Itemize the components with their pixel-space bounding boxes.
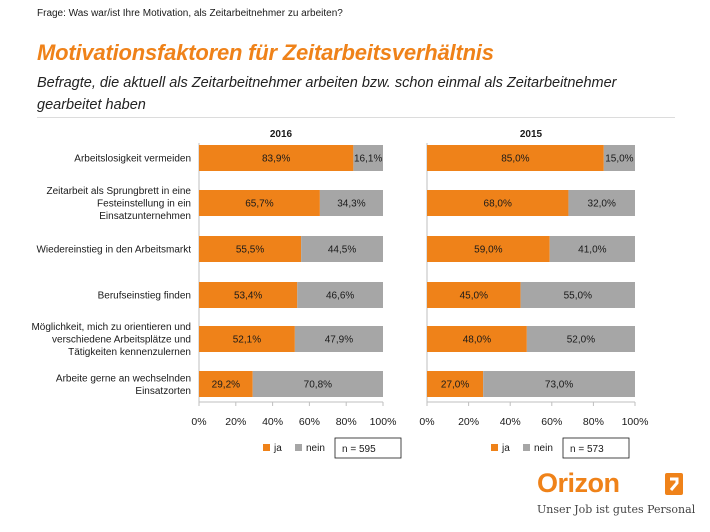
bar-ja [427,236,550,262]
data-label-ja: 83,9% [262,154,290,165]
legend-swatch-ja [491,444,498,451]
category-label: Arbeite gerne an wechselnden [56,373,191,384]
x-tick-label: 100% [370,416,397,428]
category-label: verschiedene Arbeitsplätze und [52,335,191,346]
sample-size-label: n = 573 [570,444,604,455]
bar-ja [427,282,521,308]
x-tick-label: 60% [541,416,562,428]
bar-ja [427,371,484,397]
x-tick-label: 80% [583,416,604,428]
bar-nein [297,282,383,308]
x-tick-label: 0% [419,416,434,428]
category-label: Wiedereinstieg in den Arbeitsmarkt [36,245,191,256]
bar-nein [526,326,635,352]
bar-ja [199,145,354,171]
sample-size-box [334,437,402,459]
category-label: Einsatzorten [135,386,191,397]
data-label-nein: 32,0% [588,199,616,210]
logo-tagline: Unser Job ist gutes Personal [537,503,696,516]
data-label-ja: 53,4% [234,291,262,302]
sample-size-box [562,437,630,459]
page-title: Motivationsfaktoren für Zeitarbeitsverhä… [37,40,494,65]
data-label-ja: 55,5% [236,245,264,256]
data-label-ja: 48,0% [463,335,491,346]
legend-swatch-nein [523,444,530,451]
x-tick-label: 40% [262,416,283,428]
orizon-logo: Orizon Unser Job ist gutes Personal [537,468,695,524]
x-tick-label: 80% [336,416,357,428]
data-label-nein: 15,0% [605,154,633,165]
bar-ja [199,236,302,262]
data-label-nein: 44,5% [328,245,356,256]
data-label-ja: 85,0% [501,154,529,165]
legend-label-nein: nein [306,443,325,454]
legend-swatch-nein [295,444,302,451]
bar-nein [568,190,635,216]
bar-ja [427,190,569,216]
bar-ja [199,282,298,308]
legend-label-ja: ja [501,443,510,454]
x-tick-label: 20% [225,416,246,428]
data-label-nein: 46,6% [326,291,354,302]
x-tick-label: 60% [299,416,320,428]
data-label-ja: 59,0% [474,245,502,256]
bar-nein [319,190,383,216]
header-divider [37,117,675,118]
data-label-ja: 68,0% [484,199,512,210]
bar-ja [199,326,295,352]
legend-label-nein: nein [534,443,553,454]
category-label: Einsatzunternehmen [99,211,191,222]
x-tick-label: 100% [622,416,649,428]
data-label-nein: 16,1% [354,154,382,165]
data-label-nein: 70,8% [304,380,332,391]
category-label: Berufseinstieg finden [98,291,191,302]
bar-nein [252,371,383,397]
category-label: Tätigkeiten kennenzulernen [68,347,191,358]
legend-label-ja: ja [273,443,282,454]
panel-title: 2015 [520,129,543,140]
panel-title: 2016 [270,129,293,140]
bar-ja [427,145,604,171]
data-label-nein: 41,0% [578,245,606,256]
bar-nein [483,371,635,397]
bar-nein [603,145,635,171]
survey-question: Frage: Was war/ist Ihre Motivation, als … [37,8,343,19]
data-label-nein: 52,0% [567,335,595,346]
x-tick-label: 40% [500,416,521,428]
sample-size-label: n = 595 [342,444,376,455]
data-label-nein: 47,9% [325,335,353,346]
legend-swatch-ja [263,444,270,451]
bar-nein [520,282,635,308]
category-label: Möglichkeit, mich zu orientieren und [31,322,191,333]
bar-ja [199,190,320,216]
x-tick-label: 20% [458,416,479,428]
bar-nein [294,326,383,352]
data-label-ja: 65,7% [245,199,273,210]
bar-nein [353,145,383,171]
bar-nein [301,236,383,262]
page-subtitle: Befragte, die aktuell als Zeitarbeitnehm… [37,75,617,113]
data-label-nein: 55,0% [564,291,592,302]
bar-ja [427,326,527,352]
data-label-ja: 27,0% [441,380,469,391]
category-label: Zeitarbeit als Sprungbrett in eine [46,186,191,197]
data-label-ja: 29,2% [212,380,240,391]
category-label: Arbeitslosigkeit vermeiden [74,154,191,165]
data-label-nein: 34,3% [337,199,365,210]
bar-nein [549,236,635,262]
category-label: Festeinstellung in ein [97,199,191,210]
logo-wordmark: Orizon [537,468,620,498]
data-label-ja: 45,0% [460,291,488,302]
logo-mark-icon [665,473,683,495]
data-label-ja: 52,1% [233,335,261,346]
x-tick-label: 0% [191,416,206,428]
bar-ja [199,371,253,397]
data-label-nein: 73,0% [545,380,573,391]
